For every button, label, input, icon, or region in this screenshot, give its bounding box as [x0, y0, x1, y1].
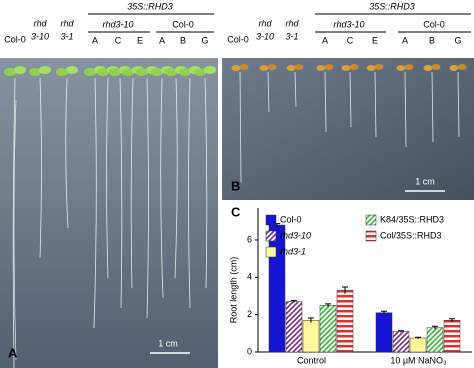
y-tick-label: 0 [247, 346, 252, 356]
construct: 35S::RHD3 [127, 1, 173, 11]
legend-swatch [265, 214, 277, 226]
error-bar [415, 336, 421, 339]
error-bar [308, 317, 314, 323]
genotype: rhd [258, 18, 272, 28]
group: Col-0 [172, 19, 194, 29]
genotype: 3-10 [256, 31, 274, 41]
panel-label: B [231, 178, 240, 193]
y-tick-label: 4 [247, 272, 252, 282]
legend-label: Col-0 [280, 214, 302, 224]
line-id: A [322, 35, 328, 45]
genotype: 3-1 [60, 31, 73, 41]
legend-label: rhd3-10 [280, 230, 311, 240]
panel-label: A [8, 345, 18, 360]
line-id: E [372, 35, 378, 45]
legend-label: rhd3-1 [280, 246, 306, 256]
panel-label: C [231, 204, 241, 219]
bar [285, 301, 303, 353]
error-bar [325, 303, 331, 307]
scale-label: 1 cm [415, 176, 435, 186]
seedlings-b [231, 64, 467, 183]
line-id: E [137, 35, 143, 45]
construct: 35S::RHD3 [369, 1, 415, 11]
scale-label: 1 cm [158, 338, 178, 348]
line-id: B [180, 35, 186, 45]
genotype: Col-0 [227, 34, 249, 44]
line-id: G [454, 35, 461, 45]
y-tick-label: 6 [247, 234, 252, 244]
x-tick-label: 10 μM NaNO₃ [390, 355, 447, 365]
bar-chart: 0 2 4 6 Control 10 μM NaNO₃ Col-0 rhd3-10 rhd3-1… [247, 208, 472, 365]
error-bar [291, 300, 297, 303]
line-id: B [429, 35, 435, 45]
legend-swatch [265, 246, 277, 258]
x-tick-label: Control [297, 355, 326, 365]
line-id: A [159, 35, 165, 45]
error-bar [432, 325, 438, 330]
bar [336, 290, 354, 353]
genotype: rhd [33, 18, 47, 28]
legend-swatch [365, 214, 377, 226]
legend-label: K84/35S::RHD3 [380, 214, 444, 224]
bar [375, 312, 393, 353]
genotype: rhd [60, 18, 74, 28]
genotype: 3-10 [31, 31, 49, 41]
group: rhd3-10 [333, 19, 364, 29]
bar [319, 305, 337, 353]
y-axis-label: Root length (cm) [228, 257, 238, 324]
error-bar [381, 310, 387, 315]
error-bar [449, 318, 455, 322]
bar [392, 331, 410, 353]
error-bar [398, 330, 404, 333]
bar [426, 327, 444, 353]
legend-swatch [365, 230, 377, 242]
seedlings-a [4, 66, 216, 368]
bar [443, 320, 461, 353]
line-id: A [402, 35, 408, 45]
genotype: 3-1 [285, 31, 298, 41]
group: rhd3-10 [102, 19, 133, 29]
legend-swatch [265, 230, 277, 242]
bar [268, 224, 286, 353]
bar [409, 337, 427, 353]
line-id: C [115, 35, 122, 45]
photo-b [222, 58, 474, 200]
photo-a [0, 58, 218, 368]
genotype: Col-0 [4, 34, 26, 44]
genotype: rhd [285, 18, 299, 28]
error-bar [342, 286, 348, 294]
line-id: A [92, 35, 98, 45]
bar [302, 320, 320, 353]
line-id: C [347, 35, 354, 45]
line-id: G [201, 35, 208, 45]
legend-label: Col/35S::RHD3 [380, 230, 442, 240]
group: Col-0 [423, 19, 445, 29]
y-tick-label: 2 [247, 309, 252, 319]
